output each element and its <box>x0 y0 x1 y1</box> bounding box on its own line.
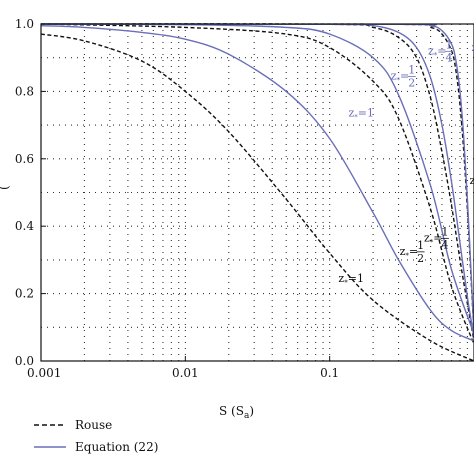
y-tick-label: 0.0 <box>15 354 34 368</box>
annotation-label: z*= <box>424 231 443 246</box>
y-tick-label: 0.8 <box>15 84 34 98</box>
x-axis-label: S (Sa) <box>219 404 254 421</box>
annotation-numerator: 1 <box>445 38 452 51</box>
y-tick-label: 0.4 <box>15 219 34 233</box>
annotation-black: z*=12 <box>400 239 425 265</box>
annotation-label: z*=1 <box>348 107 374 122</box>
x-axis: 0.001 0.01 0.1 <box>27 356 339 380</box>
annotation-denominator: 4 <box>445 51 452 64</box>
annotation-blue: z*=14 <box>428 38 453 64</box>
annotation-numerator: 1 <box>417 239 424 252</box>
annotation-label: z*= <box>469 174 474 189</box>
plot-frame <box>40 23 474 362</box>
y-axis: 0.0 0.2 0.4 0.6 0.8 1.0 <box>15 17 46 368</box>
annotation-numerator: 1 <box>441 225 448 238</box>
series-line-equation-4 <box>40 25 474 342</box>
annotation-denominator: 2 <box>417 252 424 265</box>
annotation-blue: z*=18 <box>471 41 474 56</box>
x-tick-label: 0.001 <box>27 366 61 380</box>
y-axis-label-fragment: ( <box>0 185 11 190</box>
annotation-black: z*=1 <box>338 272 364 287</box>
annotation-black: z*= <box>469 174 474 189</box>
annotation-label: z*= <box>471 41 474 56</box>
legend-label-equation: Equation (22) <box>75 440 158 454</box>
series-line-rouse-1 <box>40 23 474 345</box>
annotation-denominator: 2 <box>408 77 415 90</box>
annotation-blue: z*=1 <box>348 107 374 122</box>
legend-label-rouse: Rouse <box>75 418 112 432</box>
grid-lines <box>41 24 474 361</box>
annotation-numerator: 1 <box>408 64 415 77</box>
annotation-label: z*=1 <box>338 272 364 287</box>
y-tick-label: 0.2 <box>15 287 34 301</box>
annotation-label: z*= <box>391 70 410 85</box>
curve-annotations: z*=1z*=12z*=14z*=z*=1z*=12z*=14z*=18 <box>338 38 474 287</box>
y-tick-label: 0.6 <box>15 152 34 166</box>
y-tick-label: 1.0 <box>15 17 34 31</box>
legend: Rouse Equation (22) <box>34 418 158 454</box>
annotation-blue: z*=12 <box>391 64 416 90</box>
annotation-black: z*=14 <box>424 225 449 251</box>
annotation-denominator: 4 <box>441 238 448 251</box>
x-tick-label: 0.01 <box>172 366 199 380</box>
annotation-label: z*= <box>400 245 419 260</box>
series-line-rouse-0 <box>40 33 474 362</box>
x-tick-label: 0.1 <box>320 366 339 380</box>
annotation-label: z*= <box>428 44 447 59</box>
